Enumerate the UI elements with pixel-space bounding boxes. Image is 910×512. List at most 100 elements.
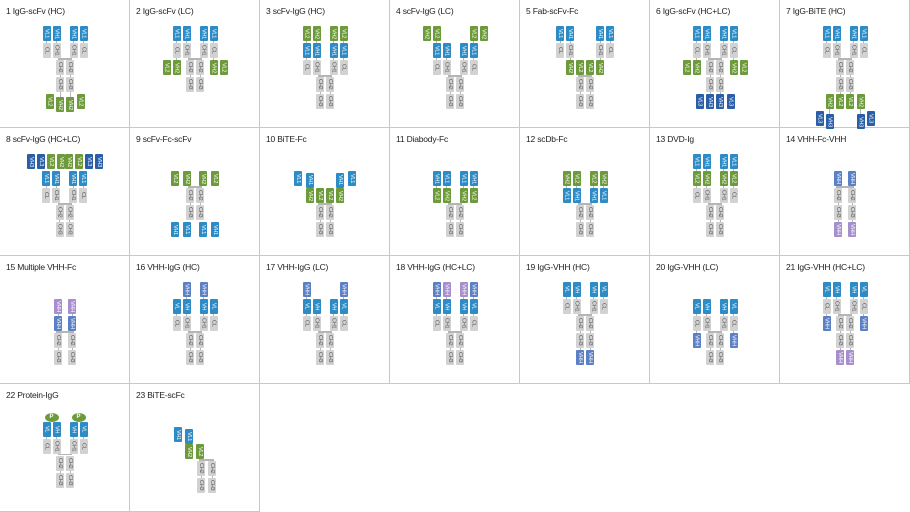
domain-ch2: CH2 — [65, 205, 74, 220]
domain-ch1: CH1 — [459, 316, 468, 331]
domain-vh1: VH1 — [589, 188, 598, 203]
hinge-line — [838, 314, 852, 316]
antibody-diagram: VH3 VL3 VL2 VH2 VH2 VL2 VL3 VH3 VL1 VH1 VH1 VL1 CL CH… — [0, 150, 130, 254]
format-cell: 16 VHH-IgG (HC) VHH VHH VL VH VH VL CL CH1 CH1 CL C… — [130, 256, 260, 384]
linker-line — [343, 314, 344, 316]
linker-line — [706, 314, 707, 316]
format-title: 8 scFv-IgG (HC+LC) — [6, 134, 81, 144]
format-cell: 19 IgG-VHH (HC) VL VH VH VL CL CH1 CH1 CL CH2 CH2 C… — [520, 256, 650, 384]
domain-vh1: VH1 — [702, 154, 711, 169]
domain-ch2: CH2 — [326, 205, 334, 220]
linker-line — [839, 331, 841, 333]
antibody-diagram: VHH VHH VL VH VH VL CL CH1 CH1 CL CH2 CH2 CH3 CH3 — [130, 278, 260, 382]
antibody-diagram: VH1 VL1 VL1 VH1 VL2 VH2 VH2 VL2 CH2 CH2 CH3 CH3 — [390, 150, 520, 254]
domain-ch3: CH3 — [196, 205, 204, 220]
format-cell: 6 IgG-scFv (HC+LC) VL1 VH1 VH1 VL1 CL CH1 CH1 CL… — [650, 0, 780, 128]
domain-ch3: CH3 — [706, 222, 714, 237]
domain-vh: VH — [69, 421, 78, 437]
antibody-diagram: VHH VHH VHH VHH VL VH VH VL CL CH1 CH1 CL CH2 CH2 CH3 C… — [390, 278, 520, 382]
domain-vl2: VL2 — [219, 60, 228, 75]
linker-line — [603, 186, 604, 188]
format-cell: 11 Diabody-Fc VH1 VL1 VL1 VH1 VL2 VH2 VH2 VL2 CH2… — [390, 128, 520, 256]
domain-ch3: CH3 — [66, 472, 74, 488]
hinge-line — [578, 203, 592, 205]
domain-vl1: VL1 — [339, 43, 348, 58]
domain-ch1: CH1 — [572, 299, 581, 314]
linker-line — [599, 58, 601, 60]
linker-line — [559, 41, 561, 43]
domain-cl: CL — [79, 43, 88, 58]
domain-vhh: VHH — [68, 316, 76, 331]
hinge-line — [56, 331, 74, 333]
format-title: 5 Fab-scFv-Fc — [526, 6, 579, 16]
domain-ch1: CH1 — [69, 188, 77, 203]
linker-line — [837, 220, 839, 222]
domain-vh1: VH1 — [211, 222, 219, 237]
domain-vl2: VL2 — [729, 171, 738, 186]
antibody-diagram: VH2 VL2 VL2 VH2 VL1 VH1 VH1 VL1 CH2 CH2 CH3 CH3 — [520, 150, 650, 254]
domain-ch3: CH3 — [576, 94, 584, 109]
domain-ch3: CH3 — [54, 350, 62, 365]
hinge-line — [448, 75, 462, 77]
linker-line — [599, 41, 601, 43]
protein-domain: P — [71, 413, 86, 422]
domain-ch2: CH2 — [186, 60, 194, 75]
linker-line — [696, 169, 697, 171]
linker-line — [200, 476, 202, 478]
linker-line — [59, 75, 61, 77]
linker-line — [696, 314, 697, 316]
linker-line — [319, 348, 321, 350]
domain-ch2: CH2 — [706, 205, 714, 220]
domain-vl2: VL2 — [739, 60, 748, 75]
linker-line — [343, 58, 344, 60]
hinge-line — [318, 331, 332, 333]
domain-ch1: CH1 — [596, 43, 604, 58]
domain-vl2: VL2 — [846, 94, 854, 109]
domain-vh3: VH3 — [716, 94, 724, 109]
domain-vl2: VL2 — [76, 94, 85, 109]
linker-line — [696, 41, 697, 43]
domain-ch2: CH2 — [834, 188, 842, 203]
domain-vh1: VH1 — [329, 43, 338, 58]
domain-vh2: VH2 — [825, 94, 834, 109]
linker-line — [71, 314, 73, 316]
domain-vh1: VH1 — [432, 171, 441, 186]
format-title: 22 Protein-IgG — [6, 390, 59, 400]
domain-vl3: VL3 — [85, 154, 93, 169]
domain-vl2: VL2 — [171, 171, 179, 186]
linker-line — [69, 75, 71, 77]
linker-line — [186, 314, 187, 316]
domain-vl2: VL2 — [45, 94, 54, 109]
domain-vl2: VL2 — [836, 94, 844, 109]
domain-vh1: VH1 — [69, 26, 78, 41]
hinge-line — [188, 331, 202, 333]
domain-vh2: VH2 — [56, 97, 64, 113]
linker-line — [719, 348, 721, 350]
domain-ch1: CH1 — [52, 43, 61, 58]
linker-line — [436, 58, 437, 60]
domain-ch3: CH3 — [706, 77, 714, 92]
domain-ch3: CH3 — [56, 472, 64, 488]
format-cell: 18 VHH-IgG (HC+LC) VHH VHH VHH VHH VL VH VH VL CL… — [390, 256, 520, 384]
domain-ch2: CH2 — [716, 205, 724, 220]
domain-vl2: VL2 — [316, 188, 324, 203]
hinge-line — [188, 186, 202, 188]
linker-line — [449, 348, 451, 350]
format-cell: 9 scFv-Fc-scFv VL2 VH2 VH2 VL2 CH2 CH2 CH3 CH3 VH… — [130, 128, 260, 256]
domain-vhh: VHH — [182, 282, 191, 297]
linker-line — [59, 470, 61, 473]
linker-line — [696, 58, 697, 60]
domain-vh2: VH2 — [422, 26, 431, 41]
linker-line — [706, 186, 707, 188]
domain-ch1: CH1 — [312, 316, 321, 331]
linker-line — [576, 186, 577, 188]
linker-line — [316, 314, 317, 316]
domain-vl1: VL1 — [348, 171, 356, 186]
linker-line — [709, 75, 711, 77]
domain-ch3: CH3 — [846, 77, 854, 92]
domain-ch3: CH3 — [446, 350, 454, 365]
domain-vl: VL — [562, 282, 571, 297]
hinge-line — [57, 203, 72, 205]
domain-vh2: VH2 — [566, 60, 574, 75]
domain-ch3: CH3 — [456, 350, 464, 365]
